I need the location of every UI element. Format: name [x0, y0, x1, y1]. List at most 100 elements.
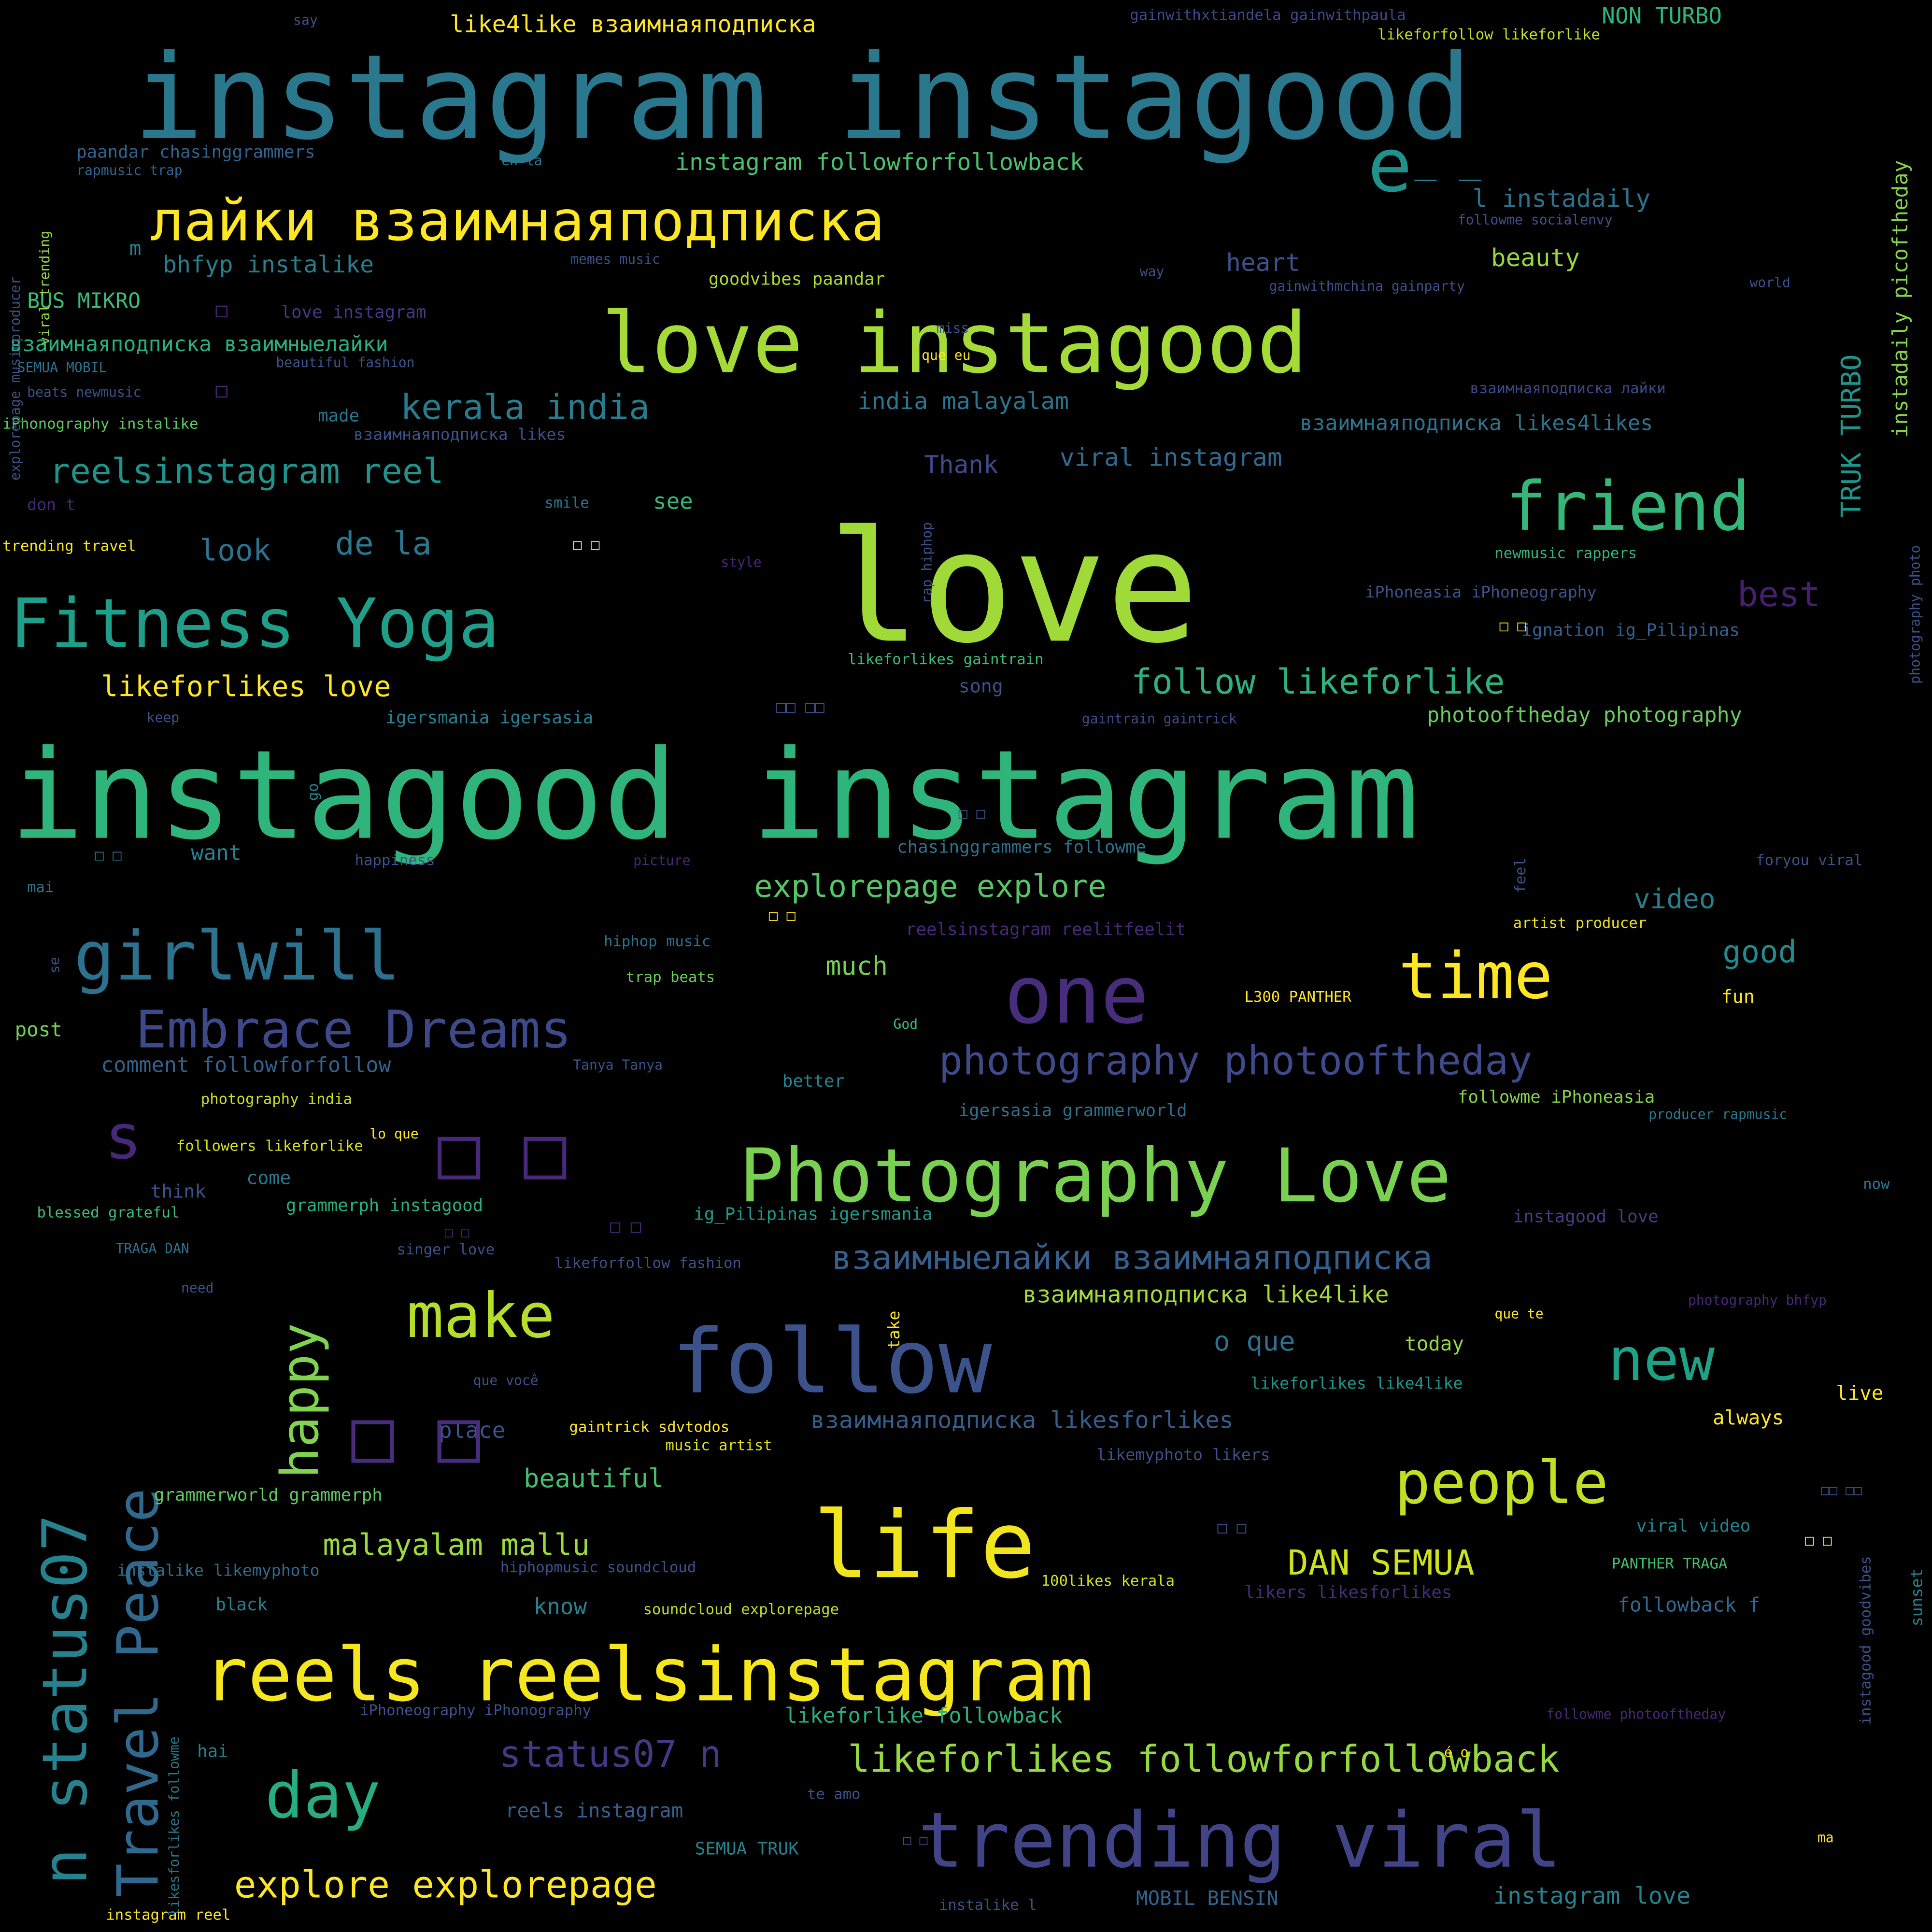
- word-se: se: [46, 957, 62, 974]
- word-mobil-bensin: MOBIL BENSIN: [1136, 1887, 1279, 1910]
- word-semua-truk: SEMUA TRUK: [695, 1839, 799, 1859]
- word-explore-explorepage: explore explorepage: [234, 1864, 657, 1907]
- word-gainwithxtiandela-gainwithpaula: gainwithxtiandela gainwithpaula: [1130, 7, 1406, 24]
- word-black: black: [215, 1595, 267, 1615]
- word-gaintrain-gaintrick: gaintrain gaintrick: [1082, 710, 1237, 726]
- word-love-instagood: love instagood: [601, 294, 1307, 392]
- word-memes-music: memes music: [570, 251, 660, 267]
- word-want: want: [191, 841, 241, 866]
- word-likemyphoto-likers: likemyphoto likers: [1096, 1445, 1270, 1464]
- word-instagram-followforfollowback: instagram followforfollowback: [675, 149, 1084, 176]
- word-glyph: □ □: [1500, 618, 1527, 635]
- word-instagood-goodvibes: instagood goodvibes: [1857, 1556, 1874, 1725]
- word-beautiful: beautiful: [524, 1463, 664, 1493]
- word-love: love: [828, 498, 1199, 678]
- word-heart: heart: [1226, 249, 1300, 277]
- word-today: today: [1405, 1332, 1464, 1355]
- word-tanya-tanya: Tanya Tanya: [573, 1057, 663, 1073]
- word-likeforfollow-fashion: likeforfollow fashion: [554, 1255, 741, 1272]
- word-grammerph-instagood: grammerph instagood: [286, 1196, 483, 1216]
- word-followme-socialenvy: followme socialenvy: [1458, 212, 1613, 227]
- word-igersasia-grammerworld: igersasia grammerworld: [959, 1101, 1187, 1121]
- word-grammerworld-grammerph: grammerworld grammerph: [154, 1485, 383, 1505]
- word-don-t: don t: [27, 495, 75, 514]
- word-followers-likeforlike: followers likeforlike: [176, 1138, 363, 1155]
- word-fitness-yoga: Fitness Yoga: [10, 584, 499, 663]
- word-miss: miss: [937, 320, 969, 336]
- word-beautiful-fashion: beautiful fashion: [276, 355, 414, 370]
- word-happiness: happiness: [355, 852, 435, 869]
- word-non-turbo: NON TURBO: [1602, 2, 1722, 28]
- word-followme-photooftheday: followme photooftheday: [1547, 1706, 1726, 1722]
- word-photooftheday-photography: photooftheday photography: [1427, 703, 1742, 727]
- word-instagram-instagood: instagram instagood: [133, 30, 1472, 166]
- word-girlwill: girlwill: [74, 917, 400, 996]
- word-video: video: [1634, 883, 1716, 915]
- word-hai: hai: [197, 1742, 228, 1762]
- word-travel-peace: Travel Peace: [105, 1488, 171, 1898]
- word-likeforlikes-followforfollowback: likeforlikes followforfollowback: [848, 1738, 1560, 1781]
- word-blessed-grateful: blessed grateful: [37, 1204, 180, 1221]
- word-take: take: [884, 1311, 903, 1350]
- word-glyph: □ □: [959, 805, 986, 822]
- word-взаимнаяподписка-лайки: взаимнаяподписка лайки: [1470, 380, 1665, 397]
- word-n-status07: n status07: [30, 1514, 101, 1885]
- word-goodvibes-paandar: goodvibes paandar: [709, 269, 885, 289]
- word-chasinggrammers-followme: chasinggrammers followme: [897, 837, 1146, 857]
- word-glyph: □ □: [351, 1394, 480, 1477]
- word-photography-india: photography india: [201, 1091, 352, 1108]
- word-reelsinstagram-reel: reelsinstagram reel: [49, 451, 444, 491]
- word-make: make: [407, 1280, 555, 1352]
- word-instalike-l: instalike l: [939, 1897, 1037, 1914]
- word-взаимнаяподписка-взаимныелайки: взаимнаяподписка взаимныелайки: [10, 332, 388, 356]
- word-followme-iphoneasia: followme iPhoneasia: [1458, 1087, 1655, 1107]
- word-glyph: □ □: [610, 1217, 641, 1236]
- word-india-malayalam: india malayalam: [858, 388, 1069, 415]
- word-glyph: □ □: [1217, 1518, 1246, 1536]
- word-взаимнаяподписка-like4like: взаимнаяподписка like4like: [1023, 1281, 1389, 1308]
- word-beats-newmusic: beats newmusic: [27, 384, 141, 400]
- word-glyph: □: [215, 378, 227, 401]
- word-iphoneasia-iphoneography: iPhoneasia iPhoneography: [1365, 582, 1597, 601]
- word-likeforlikes-like4like: likeforlikes like4like: [1250, 1374, 1463, 1392]
- word-beauty: beauty: [1491, 244, 1580, 272]
- word-glyph: □ □: [95, 847, 122, 864]
- word-hiphopmusic-soundcloud: hiphopmusic soundcloud: [500, 1559, 696, 1576]
- word-explorepage-explore: explorepage explore: [754, 869, 1106, 905]
- word-way: way: [1140, 263, 1165, 279]
- word-trending-viral: trending viral: [918, 1796, 1562, 1885]
- word-viral-video: viral video: [1636, 1516, 1750, 1536]
- word-te-amo: te amo: [807, 1786, 861, 1803]
- word-sunset: sunset: [1907, 1569, 1926, 1627]
- word-que-eu: que eu: [922, 347, 970, 363]
- word-l300-panther: L300 PANTHER: [1245, 989, 1352, 1006]
- word-kerala-india: kerala india: [400, 387, 650, 427]
- word-glyph: □□ □□: [776, 697, 824, 716]
- word-instagood-love: instagood love: [1513, 1207, 1659, 1227]
- word-thank: Thank: [924, 451, 998, 480]
- word-likeforlikes-love: likeforlikes love: [101, 670, 391, 703]
- word-instagood-instagram: instagood instagram: [10, 724, 1419, 867]
- word-ma: ma: [1818, 1830, 1834, 1846]
- word-truk-turbo: TRUK TURBO: [1836, 355, 1867, 518]
- word-trending-travel: trending travel: [2, 538, 136, 554]
- word-glyph: □ □: [438, 1110, 567, 1193]
- word-trap-beats: trap beats: [626, 969, 715, 986]
- word-think: think: [150, 1181, 206, 1203]
- word-o-que: o que: [1214, 1326, 1295, 1357]
- word-photography-love: Photography Love: [739, 1133, 1451, 1219]
- word-malayalam-mallu: malayalam mallu: [323, 1528, 590, 1562]
- word-likesforlikes-followme: likesforlikes followme: [166, 1736, 182, 1916]
- word-bus-mikro: BUS MIKRO: [27, 289, 141, 313]
- word-взаимнаяподписка-likes: взаимнаяподписка likes: [354, 425, 566, 444]
- word-god: God: [893, 1016, 918, 1032]
- word-panther-traga: PANTHER TRAGA: [1612, 1555, 1728, 1572]
- word-one: one: [1004, 949, 1149, 1042]
- word-time: time: [1398, 939, 1552, 1013]
- word-artist-producer: artist producer: [1513, 915, 1647, 932]
- word-smile: smile: [545, 495, 589, 511]
- word-say: say: [293, 12, 318, 28]
- word-photography-photo: photography photo: [1907, 545, 1923, 684]
- word-mai: mai: [27, 879, 54, 896]
- word-place: place: [439, 1417, 505, 1443]
